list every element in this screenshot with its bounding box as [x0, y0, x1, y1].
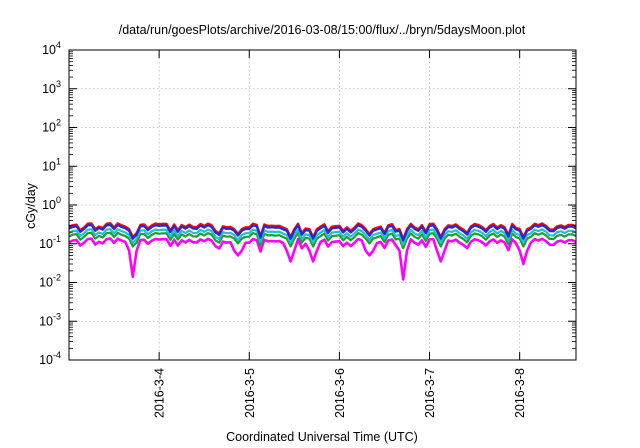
y-tick-label: 102	[42, 118, 61, 135]
y-tick-label: 10-3	[39, 311, 61, 328]
series-line	[68, 222, 577, 240]
y-tick-labels: 10-4 10-3 10-2 10-1 100 101 102 103 104	[39, 40, 61, 367]
y-axis-label: cGy/day	[24, 182, 38, 229]
y-tick-label: 101	[42, 156, 61, 173]
x-tick-labels: 2016-3-4 2016-3-5 2016-3-6 2016-3-7 2016-3-8	[153, 368, 528, 418]
series-line	[68, 237, 577, 281]
grid-lines	[69, 50, 576, 360]
x-tick-label: 2016-3-7	[423, 368, 437, 418]
y-tick-label: 10-2	[39, 273, 61, 290]
x-tick-label: 2016-3-8	[513, 368, 527, 418]
y-tick-label: 104	[42, 40, 61, 57]
series-layer	[68, 222, 577, 281]
series-line	[68, 231, 577, 250]
x-tick-label: 2016-3-6	[333, 368, 347, 418]
x-tick-label: 2016-3-4	[153, 368, 167, 418]
y-tick-label: 103	[42, 79, 61, 96]
chart-title: /data/run/goesPlots/archive/2016-03-08/1…	[119, 23, 526, 37]
x-axis-label: Coordinated Universal Time (UTC)	[226, 430, 418, 444]
series-line	[68, 228, 577, 246]
axis-ticks	[69, 49, 576, 361]
y-tick-label: 10-4	[39, 350, 61, 367]
y-tick-label: 10-1	[39, 234, 61, 251]
series-line	[68, 223, 577, 242]
y-tick-label: 100	[42, 195, 61, 212]
x-tick-label: 2016-3-5	[243, 368, 257, 418]
